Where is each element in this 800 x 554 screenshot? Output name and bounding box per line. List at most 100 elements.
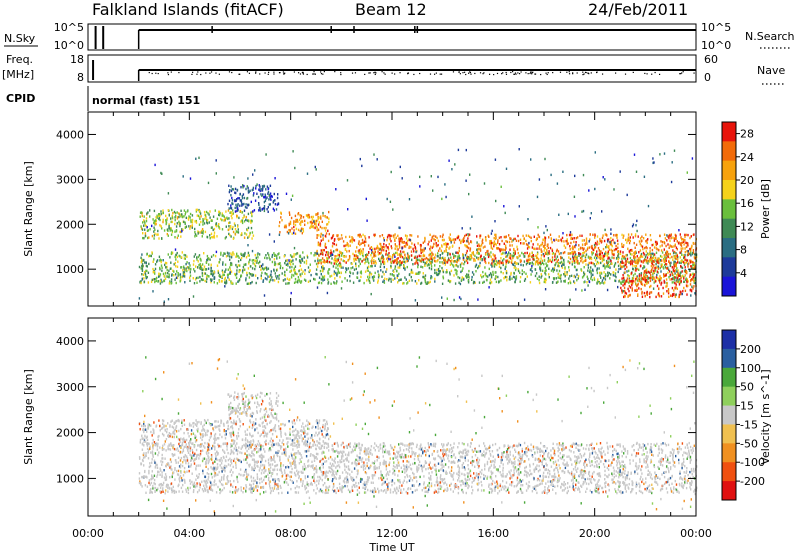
heatmap-cell: [646, 259, 648, 262]
heatmap-cell: [201, 274, 204, 278]
heatmap-cell: [500, 252, 503, 256]
heatmap-cell: [626, 270, 628, 273]
heatmap-cell: [273, 279, 276, 282]
heatmap-cell: [675, 283, 677, 286]
heatmap-cell: [647, 281, 650, 284]
heatmap-cell: [504, 267, 506, 271]
heatmap-cell: [635, 264, 638, 268]
heatmap-cell: [490, 251, 492, 254]
heatmap-cell: [289, 254, 292, 257]
heatmap-cell: [197, 214, 200, 218]
heatmap-cell: [646, 463, 649, 466]
heatmap-cell: [317, 257, 319, 260]
heatmap-cell: [213, 231, 216, 234]
heatmap-cell: [180, 230, 182, 234]
heatmap-cell: [333, 259, 335, 262]
heatmap-cell: [693, 285, 695, 288]
heatmap-cell: [676, 287, 678, 290]
heatmap-scatter-cell: [292, 150, 294, 153]
heatmap-cell: [237, 264, 239, 267]
heatmap-cell: [693, 266, 696, 269]
heatmap-cell: [327, 222, 329, 226]
heatmap-cell: [371, 250, 374, 254]
heatmap-cell: [156, 233, 158, 236]
heatmap-cell: [600, 250, 602, 253]
nave-point: [384, 73, 386, 75]
heatmap-cell: [188, 262, 190, 265]
heatmap-cell: [158, 217, 160, 221]
heatmap-cell: [572, 258, 575, 261]
heatmap-cell: [405, 241, 407, 245]
heatmap-cell: [687, 244, 689, 247]
heatmap-cell: [572, 255, 574, 258]
heatmap-cell: [394, 238, 396, 241]
heatmap-cell: [212, 254, 215, 257]
heatmap-cell: [236, 230, 238, 234]
heatmap-cell: [271, 195, 273, 198]
heatmap-cell: [314, 222, 316, 225]
heatmap-cell: [505, 247, 507, 250]
heatmap-cell: [289, 261, 291, 265]
heatmap-cell: [675, 246, 678, 249]
heatmap-cell: [194, 270, 196, 273]
heatmap-cell: [503, 242, 505, 245]
heatmap-cell: [412, 271, 414, 274]
heatmap-cell: [445, 247, 447, 250]
heatmap-scatter-cell: [588, 280, 591, 284]
heatmap-cell: [612, 238, 614, 242]
heatmap-cell: [690, 249, 692, 252]
heatmap-cell: [512, 263, 515, 266]
heatmap-cell: [473, 259, 475, 262]
heatmap-scatter-cell: [503, 205, 505, 208]
heatmap-cell: [492, 241, 495, 245]
heatmap-cell: [312, 464, 314, 467]
heatmap-cell: [170, 252, 173, 256]
heatmap-cell: [504, 249, 506, 252]
heatmap-cell: [329, 252, 332, 255]
heatmap-cell: [582, 261, 584, 264]
heatmap-cell: [611, 249, 614, 253]
heatmap-cell: [381, 234, 384, 237]
heatmap-scatter-cell: [495, 199, 497, 203]
heatmap-cell: [377, 276, 380, 279]
heatmap-cell: [277, 253, 279, 256]
heatmap-cell: [359, 271, 362, 274]
heatmap-cell: [263, 196, 265, 199]
heatmap-scatter-cell: [256, 183, 258, 186]
heatmap-cell: [651, 261, 653, 265]
heatmap-cell: [614, 263, 616, 267]
nave-point: [482, 73, 484, 75]
heatmap-cell: [218, 213, 220, 216]
heatmap-cell: [623, 271, 625, 275]
heatmap-scatter-cell: [156, 259, 159, 262]
heatmap-cell: [259, 188, 261, 191]
heatmap-cell: [533, 258, 535, 261]
heatmap-cell: [322, 279, 324, 282]
heatmap-cell: [645, 253, 647, 257]
heatmap-cell: [150, 280, 153, 283]
heatmap-cell: [260, 277, 262, 280]
heatmap-cell: [634, 259, 636, 262]
heatmap-scatter-cell: [409, 238, 411, 242]
heatmap-cell: [298, 269, 300, 273]
heatmap-cell: [384, 277, 386, 280]
heatmap-cell: [600, 276, 602, 279]
heatmap-cell: [146, 276, 148, 279]
heatmap-cell: [652, 277, 655, 280]
heatmap-cell: [596, 271, 599, 275]
heatmap-cell: [175, 273, 177, 276]
heatmap-cell: [339, 486, 341, 489]
heatmap-cell: [457, 236, 460, 239]
heatmap-cell: [502, 479, 504, 483]
heatmap-cell: [575, 442, 577, 445]
heatmap-cell: [335, 282, 338, 285]
heatmap-cell: [476, 250, 479, 253]
heatmap-cell: [693, 273, 695, 277]
heatmap-cell: [601, 240, 603, 243]
heatmap-cell: [232, 230, 235, 234]
heatmap-cell: [679, 274, 681, 277]
heatmap-cell: [485, 253, 487, 256]
heatmap-cell: [492, 253, 494, 256]
heatmap-scatter-cell: [581, 210, 583, 213]
heatmap-cell: [660, 283, 662, 286]
